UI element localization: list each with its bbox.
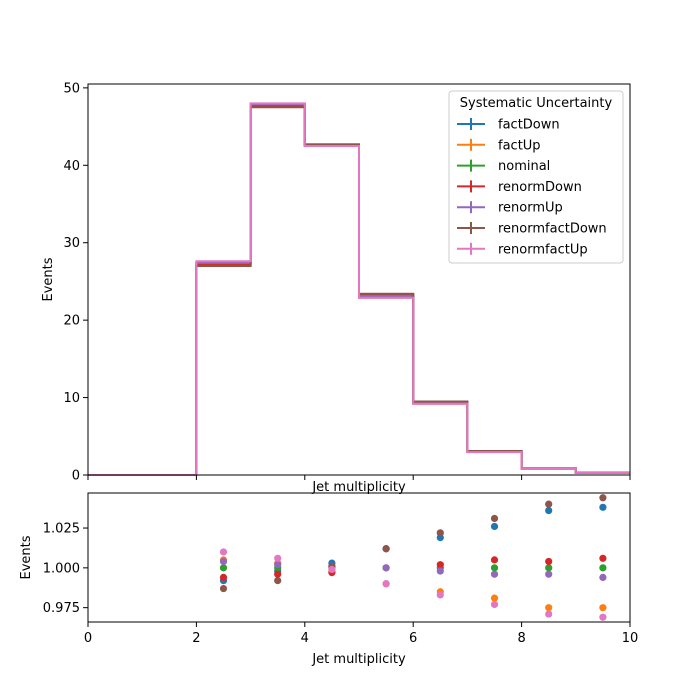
histogram-y-tick-label: 30 <box>63 236 80 251</box>
ratio-x-tick-label: 6 <box>409 631 417 646</box>
ratio-point <box>599 554 607 562</box>
ratio-axes-frame <box>87 492 631 623</box>
legend-box <box>448 90 624 264</box>
ratio-point <box>545 570 553 578</box>
ratio-point <box>599 564 607 572</box>
legend-entries: factDown factUp nominal renormDown renormUp r… <box>457 118 607 257</box>
ratio-ticks: 0 2 4 6 8 10 0.975 1.000 1.025 <box>43 522 638 646</box>
ratio-series-renormfactUp <box>219 548 607 621</box>
ratio-x-tick-label: 2 <box>192 631 200 646</box>
ratio-point <box>599 494 607 502</box>
ratio-y-tick-label: 0.975 <box>43 601 80 616</box>
legend-entry-renormfactDown: renormfactDown <box>457 222 607 237</box>
legend-entry-factUp: factUp <box>457 138 541 153</box>
ratio-point <box>382 580 390 588</box>
ratio-point <box>599 503 607 511</box>
ratio-point <box>219 584 228 593</box>
ratio-point <box>490 594 499 602</box>
ratio-point <box>490 556 499 564</box>
legend-label: factDown <box>498 118 560 133</box>
legend-entry-nominal: nominal <box>457 159 550 174</box>
ratio-point <box>219 557 228 566</box>
ratio-x-tick-label: 4 <box>301 631 309 646</box>
ratio-point <box>382 564 390 572</box>
histogram-y-tick-label: 40 <box>63 159 80 174</box>
ratio-y-tick-label: 1.000 <box>43 561 80 576</box>
ratio-point <box>599 604 607 612</box>
histogram-y-tick-label: 10 <box>63 391 80 406</box>
legend-title: Systematic Uncertainty <box>460 96 613 111</box>
ratio-x-tick-label: 10 <box>622 631 639 646</box>
ratio-point <box>436 567 444 575</box>
ratio-point <box>219 564 228 572</box>
ratio-point <box>274 570 282 578</box>
ratio-point <box>545 500 553 508</box>
legend-label: nominal <box>498 159 550 174</box>
ratio-point <box>382 545 390 553</box>
legend-entry-renormfactUp: renormfactUp <box>457 242 588 257</box>
histogram-y-tick-label: 50 <box>63 81 80 96</box>
ratio-point <box>219 548 228 556</box>
legend-label: renormDown <box>498 180 582 195</box>
ratio-point <box>490 514 499 523</box>
legend-entry-factDown: factDown <box>457 118 560 133</box>
ratio-point <box>274 561 282 569</box>
ratio-point <box>545 506 553 515</box>
ratio-y-axis-label: Events <box>19 535 34 579</box>
histogram-x-axis-label: Jet multiplicity <box>311 480 406 495</box>
ratio-point <box>490 564 499 572</box>
legend-entry-renormUp: renormUp <box>457 201 563 216</box>
histogram-panel: 0 10 20 30 40 50 Jet multiplicity Events Syst… <box>41 81 631 495</box>
ratio-y-tick-label: 1.025 <box>43 522 80 537</box>
ratio-point <box>436 561 444 569</box>
ratio-point <box>274 554 282 562</box>
ratio-x-axis-label: Jet multiplicity <box>311 652 406 667</box>
legend-label: renormUp <box>498 201 563 216</box>
histogram-y-tick-label: 20 <box>63 314 80 329</box>
ratio-point <box>490 600 499 609</box>
ratio-point <box>436 529 444 537</box>
legend-label: renormfactUp <box>498 242 588 257</box>
ratio-point <box>545 564 553 572</box>
histogram-series-group <box>88 102 630 476</box>
histogram-y-tick-label: 0 <box>72 469 80 484</box>
legend: Systematic Uncertainty factDown factUp nom… <box>448 90 624 264</box>
legend-label: renormfactDown <box>498 222 607 237</box>
ratio-points-group <box>219 494 607 621</box>
ratio-point <box>490 522 499 531</box>
ratio-series-renormfactDown <box>219 494 607 593</box>
ratio-point <box>274 576 282 585</box>
ratio-point <box>490 570 499 578</box>
ratio-point <box>219 573 228 582</box>
ratio-point <box>436 591 444 599</box>
ratio-point <box>545 557 553 566</box>
histogram-ticks: 0 10 20 30 40 50 <box>63 81 631 484</box>
legend-entry-renormDown: renormDown <box>457 180 582 195</box>
ratio-point <box>545 604 553 612</box>
ratio-point <box>599 573 607 582</box>
ratio-x-tick-label: 8 <box>517 631 525 646</box>
ratio-point <box>545 610 553 618</box>
ratio-point <box>599 613 607 621</box>
ratio-series-renormUp <box>219 557 607 582</box>
histogram-axes-frame <box>87 83 631 476</box>
histogram-line-renormfactUp <box>88 102 630 476</box>
histogram-y-axis-label: Events <box>41 257 56 301</box>
ratio-point <box>328 565 336 574</box>
ratio-x-tick-label: 0 <box>84 631 92 646</box>
legend-label: factUp <box>498 138 541 153</box>
